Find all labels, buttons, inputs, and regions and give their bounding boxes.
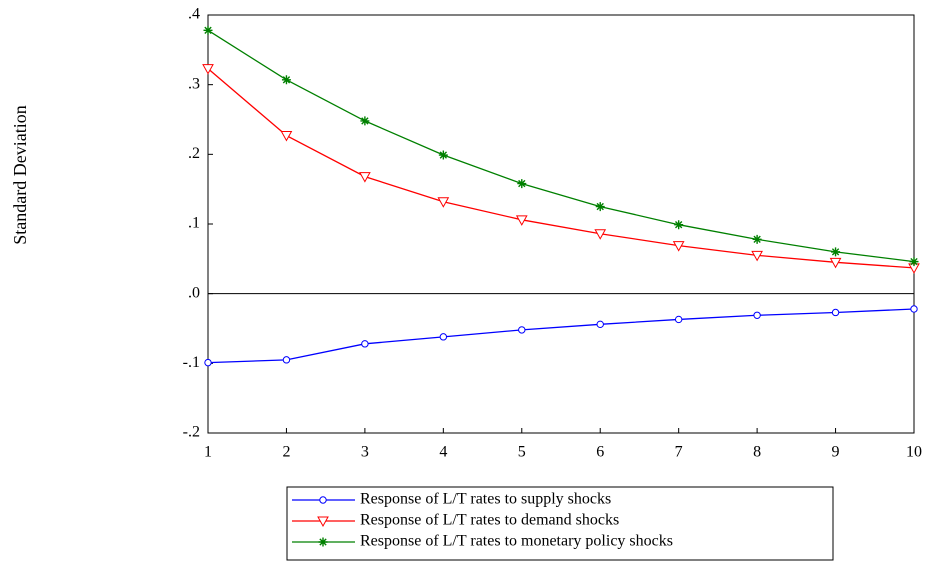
x-tick-label: 7 xyxy=(675,444,683,461)
marker xyxy=(517,179,527,189)
y-tick-label: -.2 xyxy=(183,424,200,441)
marker xyxy=(361,340,369,348)
marker xyxy=(317,516,329,528)
marker xyxy=(437,197,450,208)
marker xyxy=(752,234,762,244)
plot-frame xyxy=(207,14,915,434)
y-tick-label: -.1 xyxy=(183,354,200,371)
marker xyxy=(281,75,291,85)
marker xyxy=(831,247,841,257)
y-tick-label: .3 xyxy=(188,75,200,92)
marker xyxy=(204,358,212,367)
x-tick-label: 5 xyxy=(518,444,526,461)
x-tick-label: 8 xyxy=(753,444,761,461)
marker xyxy=(909,257,919,267)
legend-label: Response of L/T rates to supply shocks xyxy=(360,491,611,508)
marker xyxy=(831,308,840,317)
marker xyxy=(753,311,761,319)
marker xyxy=(439,333,448,341)
y-axis-label: Standard Deviation xyxy=(10,105,30,244)
marker xyxy=(674,220,684,230)
y-tick-label: .0 xyxy=(188,284,200,301)
marker xyxy=(280,131,293,142)
legend-label: Response of L/T rates to demand shocks xyxy=(360,512,619,529)
y-tick-label: .1 xyxy=(188,215,200,232)
marker xyxy=(360,116,370,126)
marker xyxy=(751,250,763,262)
y-tick-label: .4 xyxy=(188,6,200,23)
marker xyxy=(595,202,605,212)
x-tick-label: 3 xyxy=(361,444,369,461)
marker xyxy=(203,25,213,35)
x-tick-label: 9 xyxy=(832,444,840,461)
x-tick-label: 10 xyxy=(906,444,922,461)
x-tick-label: 1 xyxy=(204,444,212,461)
marker xyxy=(515,215,528,226)
marker xyxy=(438,150,448,160)
x-tick-label: 6 xyxy=(596,444,604,461)
marker xyxy=(282,356,291,364)
marker xyxy=(318,537,328,547)
series-line xyxy=(207,68,915,269)
marker xyxy=(319,496,327,504)
marker xyxy=(596,320,604,329)
marker xyxy=(359,172,371,183)
y-tick-label: .2 xyxy=(188,145,200,162)
x-tick-label: 4 xyxy=(439,444,447,461)
marker xyxy=(202,64,214,75)
marker xyxy=(674,315,683,324)
marker xyxy=(829,257,842,269)
marker xyxy=(518,326,526,334)
series-line xyxy=(207,308,915,364)
marker xyxy=(910,305,918,313)
legend-box xyxy=(286,486,834,561)
legend-label: Response of L/T rates to monetary policy… xyxy=(360,533,673,550)
marker xyxy=(594,229,607,240)
x-tick-label: 2 xyxy=(282,444,290,461)
marker xyxy=(672,241,685,252)
series-line xyxy=(207,29,915,263)
